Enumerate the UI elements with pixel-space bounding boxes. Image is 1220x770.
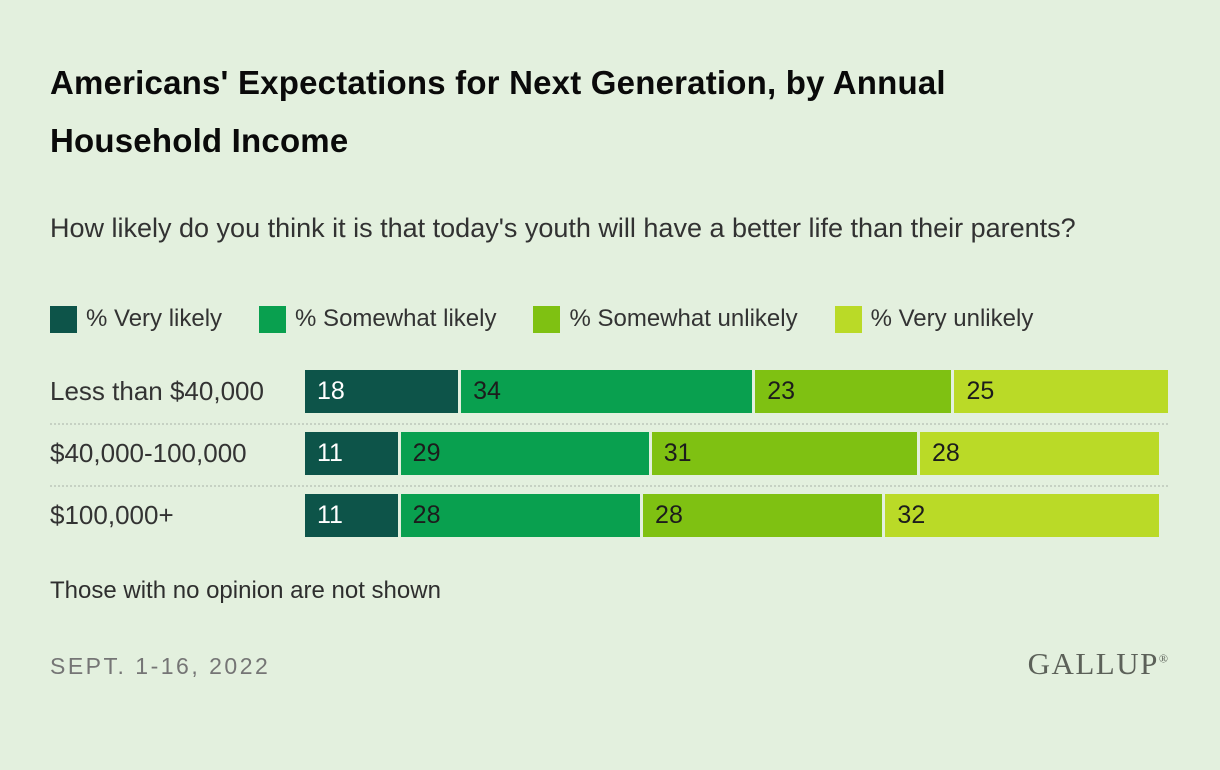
legend-item[interactable]: % Somewhat unlikely <box>533 305 798 333</box>
row-label: Less than $40,000 <box>50 376 264 406</box>
bar-segment[interactable]: 11 <box>305 432 398 475</box>
chart-title: Americans' Expectations for Next Generat… <box>50 64 946 159</box>
bar-segment[interactable]: 28 <box>400 494 641 537</box>
chart-row: Less than $40,000 18 34 23 25 <box>50 370 1168 413</box>
registered-trademark-icon: ® <box>1158 651 1168 666</box>
legend-label: % Somewhat likely <box>295 305 497 332</box>
legend-swatch-icon <box>259 305 287 333</box>
row-separator <box>50 485 1168 487</box>
bar-segment[interactable]: 34 <box>461 370 753 413</box>
bar-segment[interactable]: 31 <box>651 432 917 475</box>
bar-value-label: 29 <box>412 439 441 467</box>
bar-track: 18 34 23 25 <box>305 370 1168 413</box>
bar-segment[interactable]: 29 <box>400 432 649 475</box>
bar-segment[interactable]: 28 <box>919 432 1160 475</box>
bar-value-label: 11 <box>317 439 343 467</box>
chart-question: How likely do you think it is that today… <box>50 213 1076 243</box>
gallup-logo-text: GALLUP <box>1027 646 1159 681</box>
legend-label: % Somewhat unlikely <box>569 305 798 332</box>
bar-value-label: 28 <box>931 439 960 467</box>
chart-row: $100,000+ 11 28 28 32 <box>50 494 1168 537</box>
bar-track: 11 28 28 32 <box>305 494 1168 537</box>
legend-swatch-icon <box>50 305 77 333</box>
bar-segment[interactable]: 25 <box>954 370 1168 413</box>
chart-row: $40,000-100,000 11 29 31 28 <box>50 432 1168 475</box>
row-separator <box>50 423 1168 425</box>
bar-segment[interactable]: 32 <box>885 494 1160 537</box>
legend-item[interactable]: % Very unlikely <box>834 305 1034 333</box>
legend-item[interactable]: % Very likely <box>50 305 222 333</box>
bar-value-label: 34 <box>473 377 501 405</box>
chart-card: Americans' Expectations for Next Generat… <box>0 54 1220 682</box>
bar-value-label: 23 <box>767 377 796 405</box>
bar-value-label: 25 <box>966 377 995 405</box>
row-label: $40,000-100,000 <box>50 438 247 468</box>
chart-rows: Less than $40,000 18 34 23 25 $40,000-100,000… <box>50 370 1168 537</box>
legend-swatch-icon <box>533 305 561 333</box>
legend: % Very likely % Somewhat likely % Somewhat… <box>50 305 1168 333</box>
bottom-bar: SEPT. 1-16, 2022 GALLUP® <box>50 646 1168 682</box>
bar-value-label: 28 <box>412 501 441 529</box>
bar-value-label: 31 <box>663 439 692 467</box>
bar-value-label: 32 <box>897 501 926 529</box>
bar-segment[interactable]: 23 <box>755 370 952 413</box>
bar-track: 11 29 31 28 <box>305 432 1168 475</box>
chart-footnote: Those with no opinion are not shown <box>50 577 441 604</box>
bar-value-label: 18 <box>317 377 345 405</box>
legend-label: % Very unlikely <box>870 305 1034 332</box>
bar-segment[interactable]: 28 <box>643 494 883 537</box>
row-label: $100,000+ <box>50 500 174 530</box>
bar-value-label: 11 <box>317 501 343 529</box>
gallup-logo: GALLUP® <box>1028 646 1168 682</box>
bar-value-label: 28 <box>655 501 683 529</box>
bar-segment[interactable]: 18 <box>305 370 459 413</box>
survey-date: SEPT. 1-16, 2022 <box>50 653 271 679</box>
legend-swatch-icon <box>834 305 862 333</box>
legend-item[interactable]: % Somewhat likely <box>259 305 496 333</box>
bar-segment[interactable]: 11 <box>305 494 398 537</box>
legend-label: % Very likely <box>86 305 223 332</box>
